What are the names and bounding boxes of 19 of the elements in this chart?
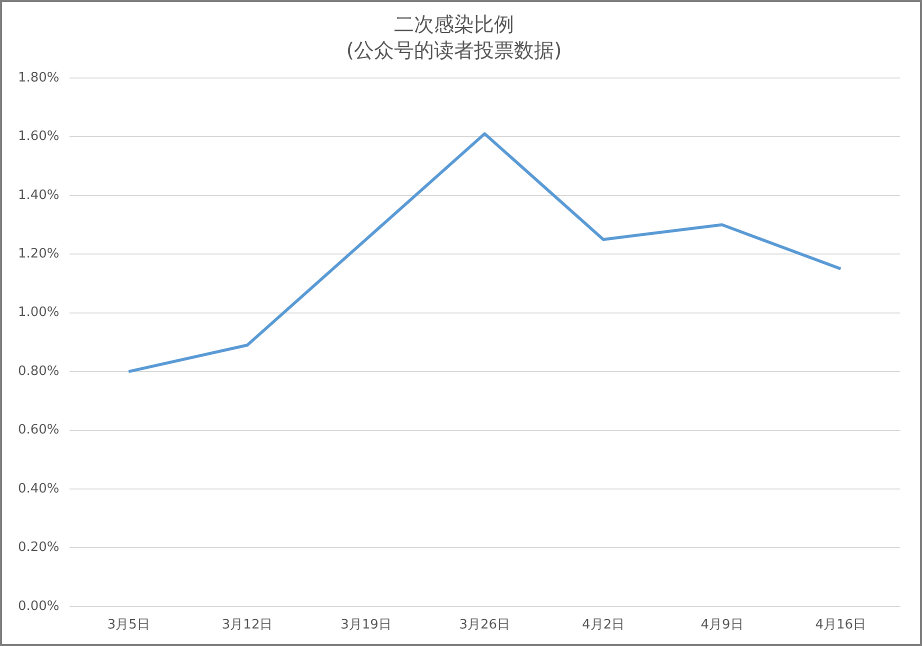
y-tick-label: 0.80%: [18, 364, 60, 379]
x-tick-label: 4月2日: [582, 618, 625, 633]
y-tick-label: 1.20%: [18, 246, 60, 262]
y-tick-label: 0.40%: [18, 481, 60, 496]
y-tick-label: 0.00%: [18, 598, 60, 614]
x-tick-label: 3月19日: [340, 618, 392, 633]
chart-title: 二次感染比例: [394, 12, 514, 36]
y-tick-label: 1.00%: [18, 305, 60, 320]
x-tick-label: 4月9日: [700, 618, 744, 633]
x-tick-label: 3月12日: [222, 618, 273, 633]
chart-subtitle: (公众号的读者投票数据): [346, 38, 562, 62]
x-tick-label: 3月26日: [459, 618, 510, 633]
y-tick-label: 1.80%: [18, 70, 60, 86]
y-tick-label: 0.60%: [18, 422, 60, 438]
y-tick-label: 0.20%: [18, 540, 60, 556]
x-tick-label: 3月5日: [107, 618, 150, 633]
y-tick-label: 1.60%: [18, 129, 60, 144]
y-tick-label: 1.40%: [18, 188, 60, 203]
x-tick-label: 4月16日: [815, 618, 866, 633]
